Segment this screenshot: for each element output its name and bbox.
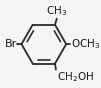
Text: CH$_2$OH: CH$_2$OH xyxy=(57,70,94,84)
Text: Br: Br xyxy=(4,39,17,49)
Text: OCH$_3$: OCH$_3$ xyxy=(71,37,100,51)
Text: CH$_3$: CH$_3$ xyxy=(46,4,67,18)
